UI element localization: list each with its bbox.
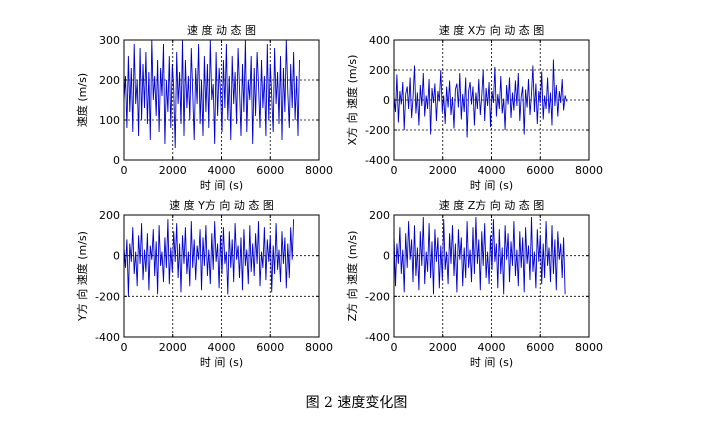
panel-speed: 0 2000 4000 6000 8000 0 100 200 300 速 度 动 态 图时 间 … (75, 23, 333, 192)
series-line (123, 39, 300, 149)
y-tick-label: 0 (383, 250, 390, 263)
x-tick-label: 6000 (526, 164, 554, 177)
x-tick-label: 4000 (208, 341, 236, 354)
series-line (123, 219, 295, 297)
y-tick-label: 200 (99, 74, 120, 87)
panel-speed-z: 0 2000 4000 6000 8000 -400 -200 0 200 速 度 Z方 向 动 … (345, 198, 603, 369)
x-tick-label: 8000 (305, 341, 333, 354)
x-tick-label: 0 (391, 341, 398, 354)
x-tick-label: 2000 (429, 341, 457, 354)
y-tick-label: 200 (369, 209, 390, 222)
y-axis-label: Y方 向 速度 (m/s) (75, 231, 89, 322)
x-tick-label: 8000 (575, 164, 603, 177)
x-axis-label: 时 间 (s) (470, 356, 513, 369)
y-tick-label: 400 (369, 34, 390, 47)
x-tick-label: 0 (391, 164, 398, 177)
y-tick-label: -200 (95, 290, 120, 303)
y-tick-label: 200 (99, 209, 120, 222)
y-tick-label: 300 (99, 34, 120, 47)
y-axis-label: Z方 向 速度 (m/s) (345, 231, 359, 322)
x-tick-label: 2000 (429, 164, 457, 177)
x-tick-label: 6000 (256, 164, 284, 177)
y-tick-label: 100 (99, 114, 120, 127)
y-tick-label: -200 (365, 124, 390, 137)
chart-title: 速 度 Z方 向 动 态 图 (439, 198, 545, 212)
y-tick-label: -400 (95, 331, 120, 344)
x-tick-label: 4000 (478, 341, 506, 354)
x-tick-label: 0 (121, 341, 128, 354)
x-axis-label: 时 间 (s) (200, 356, 243, 369)
y-tick-label: 0 (113, 154, 120, 167)
chart-title: 速 度 X方 向 动 态 图 (439, 23, 545, 37)
x-tick-label: 8000 (305, 164, 333, 177)
figure-caption: 图 2 速度变化图 (305, 395, 408, 411)
x-tick-label: 4000 (478, 164, 506, 177)
y-tick-label: -200 (365, 290, 390, 303)
chart-title: 速 度 动 态 图 (187, 23, 256, 37)
x-tick-label: 2000 (159, 341, 187, 354)
y-axis-label: X方 向 速度 (m/s) (345, 55, 359, 146)
series-line (393, 59, 568, 138)
x-tick-label: 2000 (159, 164, 187, 177)
y-tick-label: -400 (365, 331, 390, 344)
x-tick-label: 8000 (575, 341, 603, 354)
y-tick-label: 200 (369, 64, 390, 77)
x-tick-label: 0 (121, 164, 128, 177)
x-axis-label: 时 间 (s) (470, 179, 513, 192)
x-tick-label: 6000 (256, 341, 284, 354)
chart-title: 速 度 Y方 向 动 态 图 (169, 198, 274, 212)
y-tick-label: 0 (113, 250, 120, 263)
y-axis-label: 速度 (m/s) (75, 73, 89, 127)
x-tick-label: 4000 (208, 164, 236, 177)
y-tick-label: -400 (365, 154, 390, 167)
x-axis-label: 时 间 (s) (200, 179, 243, 192)
x-tick-label: 6000 (526, 341, 554, 354)
panel-speed-y: 0 2000 4000 6000 8000 -400 -200 0 200 速 度 Y方 向 动 … (75, 198, 333, 369)
y-tick-label: 0 (383, 94, 390, 107)
panel-speed-x: 0 2000 4000 6000 8000 -400 -200 0 200 400 速 度 X方 向… (345, 23, 603, 192)
series-line (393, 216, 566, 295)
